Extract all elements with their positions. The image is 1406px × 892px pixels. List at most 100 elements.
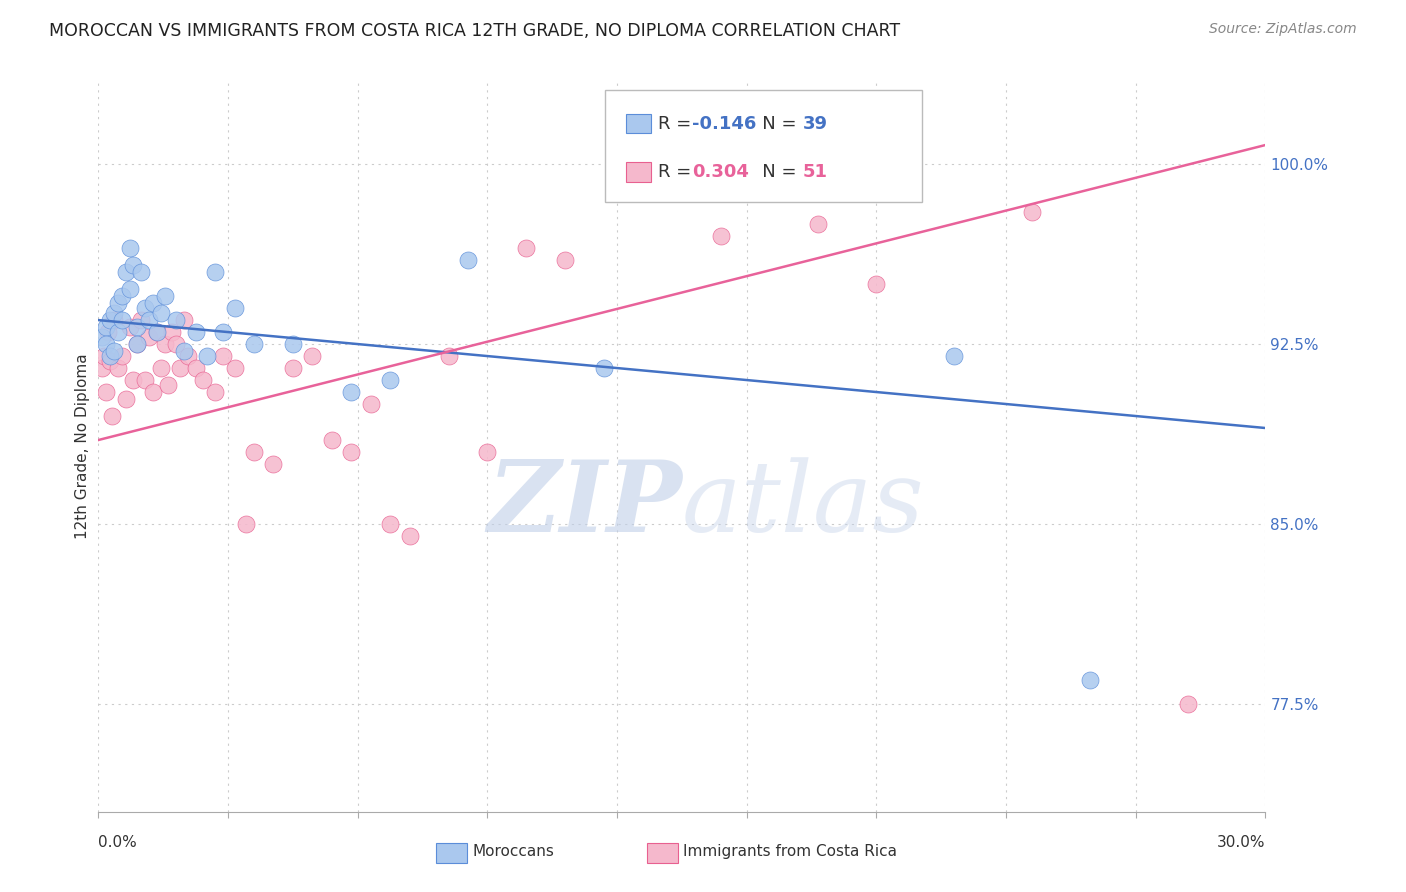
- Point: [103, 313, 125, 327]
- Point: [103, 306, 125, 320]
- Point: [129, 265, 152, 279]
- Point: [301, 349, 323, 363]
- Point: [943, 349, 966, 363]
- Point: [1080, 673, 1102, 687]
- Point: [127, 320, 149, 334]
- Point: [98, 354, 121, 368]
- Point: [515, 241, 537, 255]
- Point: [212, 349, 235, 363]
- Point: [477, 445, 499, 459]
- Point: [281, 361, 304, 376]
- Point: [91, 330, 114, 344]
- Point: [235, 516, 257, 531]
- Point: [118, 282, 141, 296]
- Point: [138, 313, 160, 327]
- Point: [173, 344, 195, 359]
- Point: [153, 337, 176, 351]
- Point: [91, 361, 114, 376]
- Point: [103, 344, 125, 359]
- Point: [96, 337, 118, 351]
- Point: [111, 313, 134, 327]
- Text: Immigrants from Costa Rica: Immigrants from Costa Rica: [683, 845, 897, 859]
- Point: [149, 361, 172, 376]
- Point: [114, 265, 136, 279]
- Point: [101, 409, 124, 423]
- Point: [98, 349, 121, 363]
- Text: MOROCCAN VS IMMIGRANTS FROM COSTA RICA 12TH GRADE, NO DIPLOMA CORRELATION CHART: MOROCCAN VS IMMIGRANTS FROM COSTA RICA 1…: [49, 22, 900, 40]
- Point: [437, 349, 460, 363]
- Point: [122, 373, 145, 387]
- Point: [177, 349, 200, 363]
- Text: 0.304: 0.304: [692, 162, 749, 181]
- Text: 39: 39: [803, 114, 828, 133]
- Text: Source: ZipAtlas.com: Source: ZipAtlas.com: [1209, 22, 1357, 37]
- Point: [165, 337, 187, 351]
- Point: [281, 337, 304, 351]
- Point: [865, 277, 887, 292]
- Y-axis label: 12th Grade, No Diploma: 12th Grade, No Diploma: [75, 353, 90, 539]
- Point: [593, 361, 616, 376]
- Point: [96, 385, 118, 400]
- Point: [340, 445, 363, 459]
- Point: [96, 320, 118, 334]
- Point: [134, 301, 156, 315]
- Point: [457, 253, 479, 268]
- Point: [157, 377, 180, 392]
- Point: [146, 325, 169, 339]
- Point: [204, 385, 226, 400]
- Point: [138, 330, 160, 344]
- Point: [262, 457, 284, 471]
- Point: [195, 349, 218, 363]
- Point: [165, 313, 187, 327]
- Point: [184, 361, 207, 376]
- Text: -0.146: -0.146: [692, 114, 756, 133]
- Point: [380, 516, 402, 531]
- Text: R =: R =: [658, 114, 697, 133]
- Point: [224, 301, 246, 315]
- Point: [97, 325, 120, 339]
- Point: [142, 296, 165, 310]
- Point: [193, 373, 215, 387]
- Point: [204, 265, 226, 279]
- Point: [554, 253, 576, 268]
- Text: 30.0%: 30.0%: [1218, 836, 1265, 850]
- Point: [1177, 697, 1199, 711]
- Point: [380, 373, 402, 387]
- Point: [710, 229, 733, 244]
- Point: [153, 289, 176, 303]
- Point: [107, 296, 129, 310]
- Point: [169, 361, 191, 376]
- Point: [98, 313, 121, 327]
- Text: N =: N =: [745, 162, 803, 181]
- Text: atlas: atlas: [682, 457, 925, 552]
- Point: [243, 337, 266, 351]
- Point: [111, 289, 134, 303]
- Point: [631, 145, 654, 160]
- Point: [134, 373, 156, 387]
- Point: [243, 445, 266, 459]
- Point: [173, 313, 195, 327]
- Point: [340, 385, 363, 400]
- Text: ZIP: ZIP: [486, 457, 682, 553]
- Point: [122, 258, 145, 272]
- Text: R =: R =: [658, 162, 697, 181]
- Point: [107, 361, 129, 376]
- Point: [224, 361, 246, 376]
- Point: [146, 325, 169, 339]
- Text: Moroccans: Moroccans: [472, 845, 554, 859]
- Text: 51: 51: [803, 162, 828, 181]
- Point: [184, 325, 207, 339]
- Point: [118, 241, 141, 255]
- Point: [114, 392, 136, 407]
- Point: [212, 325, 235, 339]
- Point: [111, 349, 134, 363]
- Point: [807, 217, 830, 231]
- Point: [127, 337, 149, 351]
- Point: [321, 433, 343, 447]
- Point: [162, 325, 184, 339]
- Point: [118, 320, 141, 334]
- Text: N =: N =: [745, 114, 803, 133]
- Point: [398, 529, 420, 543]
- Text: 0.0%: 0.0%: [98, 836, 138, 850]
- Point: [93, 349, 115, 363]
